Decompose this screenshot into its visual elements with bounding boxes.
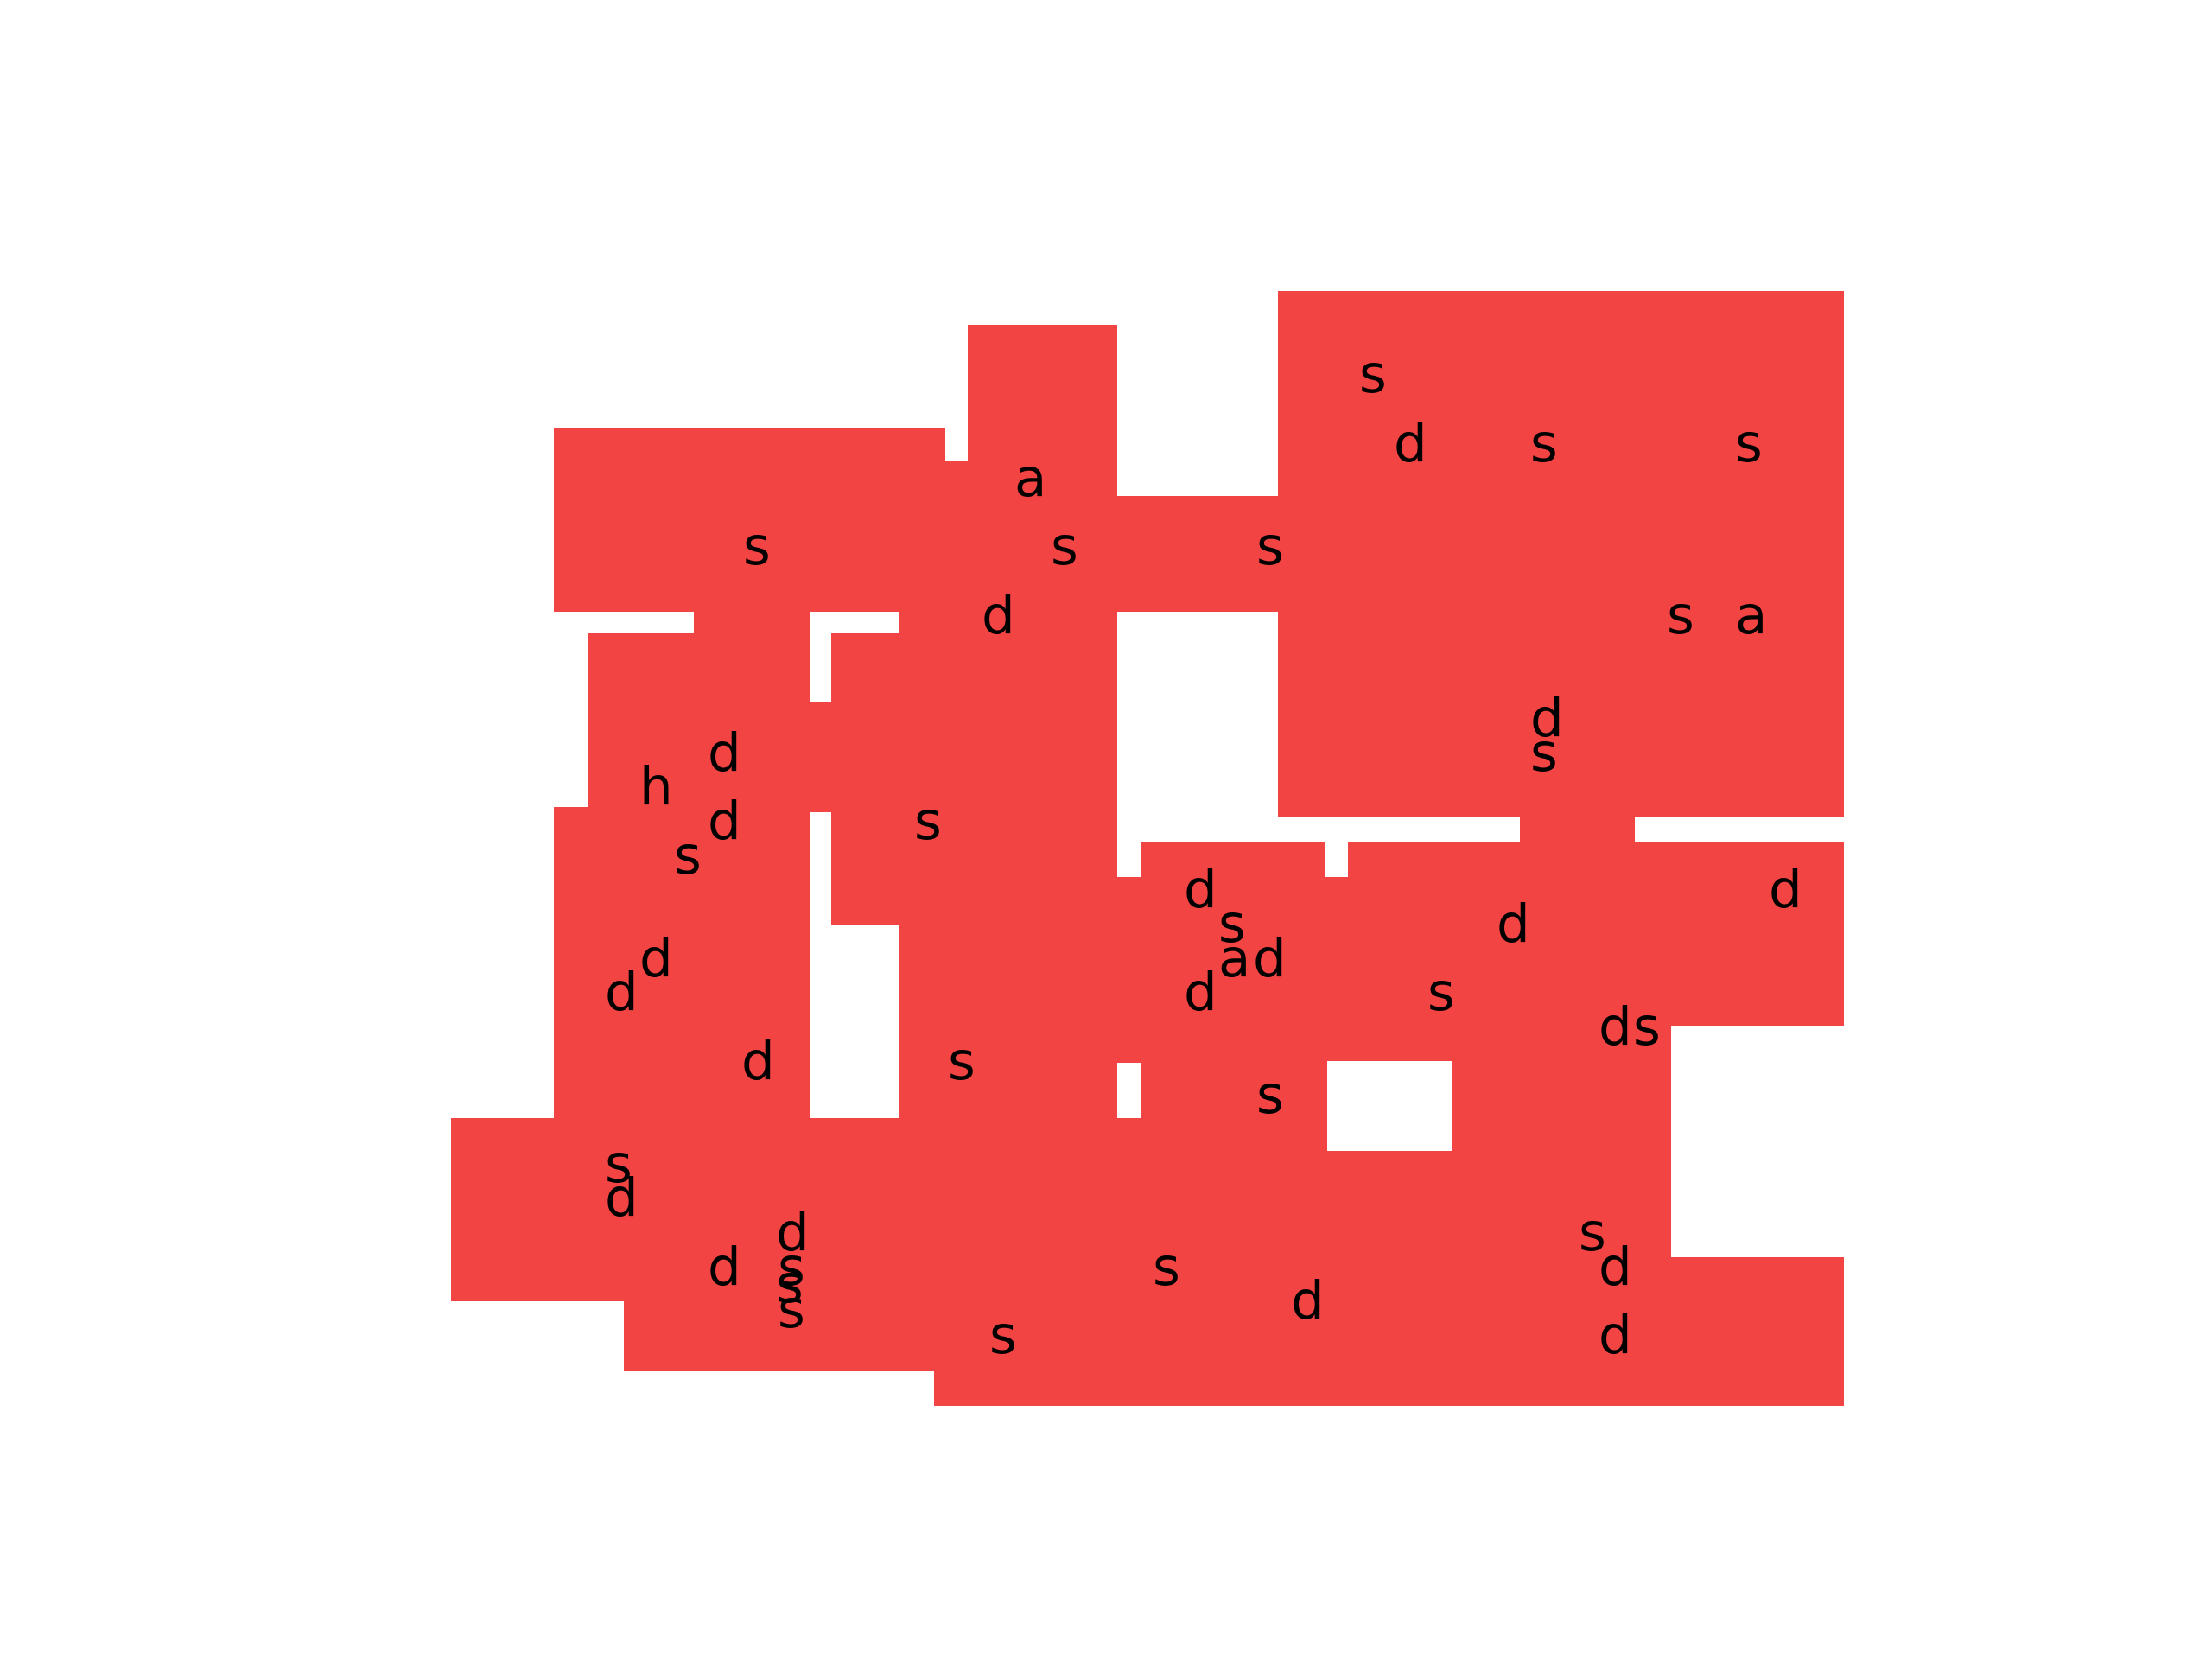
map-letter: d <box>708 1236 741 1298</box>
map-letter: a <box>1218 928 1250 989</box>
map-letter: d <box>1497 893 1530 955</box>
map-regions <box>451 291 1844 1406</box>
map-region <box>831 633 899 702</box>
map-letter: s <box>1579 1202 1606 1263</box>
map-letter: s <box>674 825 702 887</box>
map-letter: d <box>1184 962 1217 1023</box>
map-region <box>1116 1118 1141 1371</box>
map-region <box>1348 1026 1671 1063</box>
map-letter: s <box>1530 722 1558 784</box>
map-region <box>831 812 899 925</box>
map-letter: d <box>776 1202 810 1263</box>
map-letter: d <box>605 962 639 1023</box>
map-labels: a s s s d s d s s a s s d s h d d s s d … <box>605 344 1802 1366</box>
map-letter: s <box>778 1236 805 1298</box>
map-letter: d <box>1394 413 1427 474</box>
map-letter: s <box>605 1134 632 1195</box>
map-region <box>934 1371 1117 1406</box>
map-letter: s <box>989 1305 1017 1366</box>
map-letter: d <box>1253 928 1287 989</box>
map-region <box>588 633 810 812</box>
map-letter: s <box>778 1279 805 1340</box>
map-letter: d <box>1599 1236 1632 1298</box>
map-letter: s <box>1359 344 1387 405</box>
map-letter: d <box>1530 688 1564 749</box>
map-letter: d <box>708 791 741 852</box>
map-region <box>1116 877 1141 1063</box>
map-region <box>899 461 968 622</box>
map-letter: a <box>1735 585 1767 646</box>
map-letter: d <box>1291 1270 1325 1332</box>
map-letter: s <box>1256 1065 1284 1126</box>
map-letter: s <box>1218 893 1246 955</box>
map-letter: d <box>741 1031 775 1092</box>
map-letter: d <box>982 585 1015 646</box>
map-region <box>1117 496 1280 612</box>
map-letter: s <box>1667 585 1694 646</box>
map-letter: d <box>1599 996 1632 1058</box>
map-region <box>1141 842 1325 1063</box>
map-letter: s <box>1633 996 1661 1058</box>
map-letter: s <box>776 1254 804 1315</box>
map-region <box>554 428 945 612</box>
map-letter: s <box>1427 962 1455 1023</box>
map-letter: d <box>605 1167 639 1229</box>
map-region <box>1348 842 1844 1026</box>
map-letter: s <box>743 516 771 577</box>
map-region <box>899 612 1117 1124</box>
map-letter: d <box>1184 859 1217 920</box>
map-letter: d <box>1769 859 1802 920</box>
map-letter: h <box>639 756 673 817</box>
map-letter: a <box>1014 448 1046 509</box>
map-region <box>810 702 899 812</box>
map-region <box>554 807 810 1124</box>
map-letter: d <box>1599 1305 1632 1366</box>
map-letter: s <box>948 1031 976 1092</box>
map-letter: s <box>1256 516 1284 577</box>
map-letter: s <box>1530 413 1558 474</box>
map-letter: s <box>1051 516 1078 577</box>
map-letter: d <box>639 928 673 989</box>
map-region <box>1325 877 1348 1063</box>
map-letter: d <box>708 722 741 784</box>
map-region <box>1671 1257 1844 1406</box>
map-letter: s <box>1735 413 1763 474</box>
map-region <box>624 1118 1116 1371</box>
map-letter: s <box>914 791 942 852</box>
map-region <box>1141 1063 1325 1119</box>
map-gap <box>1327 1061 1452 1151</box>
map-letter: s <box>1153 1236 1180 1298</box>
map-region <box>1278 291 1844 817</box>
map-region <box>1141 1141 1452 1406</box>
